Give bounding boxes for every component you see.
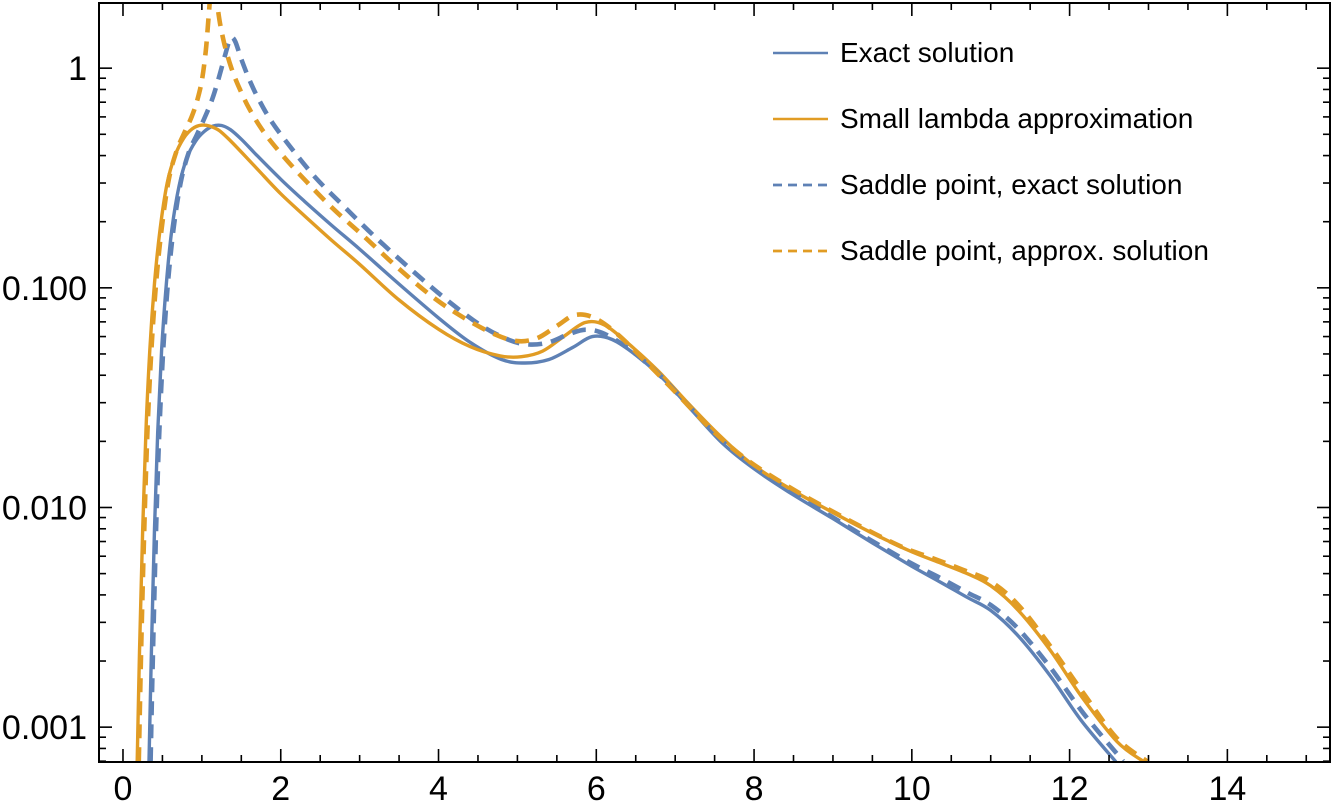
legend-item: Small lambda approximation — [772, 86, 1209, 152]
legend-item: Exact solution — [772, 20, 1209, 86]
legend-solid-line-swatch — [773, 117, 828, 121]
legend-dashed-line-swatch — [773, 183, 828, 187]
y-tick-label: 1 — [68, 50, 87, 88]
legend-item-label: Saddle point, exact solution — [840, 169, 1183, 200]
x-tick-label: 8 — [745, 770, 764, 807]
x-tick-label: 6 — [587, 770, 606, 807]
x-tick-label: 2 — [271, 770, 290, 807]
y-tick-label: 0.010 — [2, 489, 87, 527]
x-tick-label: 0 — [114, 770, 133, 807]
x-tick-label: 14 — [1208, 770, 1246, 807]
x-tick-label: 10 — [893, 770, 931, 807]
y-tick-label: 0.001 — [2, 709, 87, 747]
x-tick-label: 4 — [429, 770, 448, 807]
ticks-group — [99, 3, 1330, 762]
legend-item: Saddle point, approx. solution — [772, 218, 1209, 284]
legend-solid-line-swatch — [773, 51, 828, 55]
curve-saddle-point-exact-solution — [148, 35, 1125, 762]
legend-item-label: Exact solution — [840, 37, 1015, 68]
legend: Exact solution Small lambda approximation… — [772, 20, 1209, 284]
legend-dashed-line-swatch — [773, 249, 828, 253]
curves-group — [135, 3, 1149, 762]
y-tick-label: 0.100 — [2, 270, 87, 308]
x-tick-label: 12 — [1051, 770, 1089, 807]
legend-item-label: Small lambda approximation — [840, 103, 1194, 134]
legend-item: Saddle point, exact solution — [772, 152, 1209, 218]
curve-saddle-point-approx-solution — [136, 3, 1149, 762]
legend-item-label: Saddle point, approx. solution — [840, 235, 1209, 266]
curve-small-lambda-approximation — [135, 123, 1145, 762]
tick-labels-group: 0 2 4 6 8 10 12 14 1 0.100 0.010 0.001 — [2, 50, 1246, 807]
